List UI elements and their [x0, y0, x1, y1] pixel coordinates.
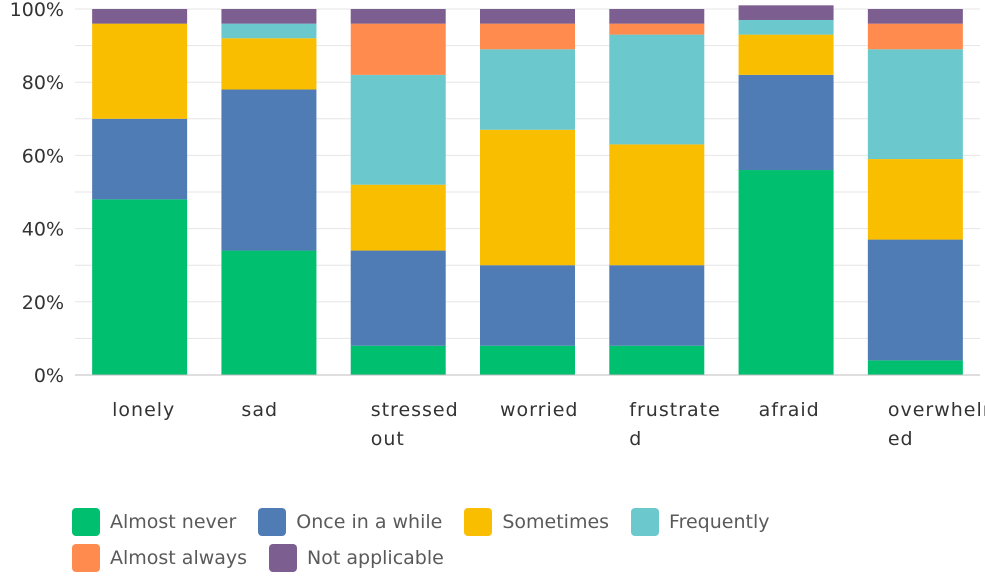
x-tick-label-overwhelmed: ed: [888, 428, 914, 450]
y-tick-label: 40%: [22, 219, 64, 241]
bar-segment-sad-frequently: [221, 23, 317, 39]
bar-segment-overwhelmed-almost-always: [867, 23, 963, 50]
x-tick-label-frustrated: frustrate: [629, 399, 721, 421]
bar-segment-worried-sometimes: [480, 129, 575, 266]
bar-segment-overwhelmed-once-in-a-while: [867, 239, 963, 361]
bar-segment-frustrated-sometimes: [609, 144, 705, 266]
legend-item-almost-never: Almost never: [72, 508, 236, 536]
x-tick-label-stressed-out: stressed: [371, 399, 459, 421]
y-tick-label: 80%: [22, 72, 64, 94]
x-tick-label-afraid: afraid: [759, 399, 820, 421]
legend-label-sometimes: Sometimes: [502, 511, 610, 533]
bar-segment-afraid-sometimes: [738, 34, 834, 75]
bar-segment-stressed-out-frequently: [350, 74, 446, 185]
bar-segment-stressed-out-not-applicable: [350, 9, 446, 24]
bar-segment-frustrated-once-in-a-while: [609, 265, 705, 346]
legend-swatch-not-applicable: [269, 544, 298, 572]
bar-segment-frustrated-not-applicable: [609, 9, 705, 24]
bar-segment-overwhelmed-almost-never: [867, 360, 963, 375]
legend-label-frequently: Frequently: [669, 511, 770, 533]
legend-label-almost-always: Almost always: [110, 547, 248, 569]
legend-item-almost-always: Almost always: [72, 544, 247, 572]
bar-segment-lonely-not-applicable: [92, 9, 188, 24]
bar-segment-stressed-out-once-in-a-while: [350, 250, 446, 346]
x-tick-label-frustrated: d: [629, 428, 642, 450]
bar-segment-frustrated-almost-never: [609, 345, 705, 375]
bar-segment-afraid-almost-never: [738, 170, 834, 375]
bar-segment-lonely-almost-never: [92, 199, 188, 375]
bar-segment-stressed-out-almost-always: [350, 23, 446, 75]
x-tick-label-stressed-out: out: [371, 428, 405, 450]
bar-segment-frustrated-frequently: [609, 34, 705, 145]
bar-segment-overwhelmed-sometimes: [867, 159, 963, 240]
y-tick-label: 60%: [22, 145, 64, 167]
bar-segment-overwhelmed-frequently: [867, 49, 963, 160]
legend-item-frequently: Frequently: [631, 508, 769, 536]
legend-label-almost-never: Almost never: [110, 511, 237, 533]
bar-segment-sad-once-in-a-while: [221, 89, 317, 251]
x-tick-label-sad: sad: [241, 399, 278, 421]
bar-segment-worried-almost-always: [480, 23, 575, 50]
y-tick-label: 100%: [10, 0, 64, 21]
bar-segment-worried-frequently: [480, 49, 575, 130]
legend-row-2: Almost always Not applicable: [72, 540, 952, 576]
bar-segment-sad-sometimes: [221, 38, 317, 90]
y-tick-label: 20%: [22, 292, 64, 314]
bar-segment-worried-once-in-a-while: [480, 265, 575, 346]
legend-swatch-almost-never: [72, 508, 100, 536]
legend-swatch-almost-always: [72, 544, 100, 572]
legend-row-1: Almost never Once in a while Sometimes F…: [72, 504, 952, 540]
bar-segment-overwhelmed-not-applicable: [867, 9, 963, 24]
bar-segment-sad-almost-never: [221, 250, 317, 375]
bar-segment-afraid-frequently: [738, 19, 834, 35]
legend-swatch-once-in-a-while: [258, 508, 287, 536]
x-tick-label-overwhelmed: overwhelm: [888, 399, 985, 421]
y-tick-label: 0%: [34, 365, 64, 387]
bar-segment-worried-almost-never: [480, 345, 575, 375]
bar-segment-afraid-once-in-a-while: [738, 74, 834, 171]
legend-item-sometimes: Sometimes: [464, 508, 609, 536]
bar-segment-stressed-out-sometimes: [350, 184, 446, 251]
chart-legend: Almost never Once in a while Sometimes F…: [72, 504, 952, 576]
legend-label-not-applicable: Not applicable: [307, 547, 444, 569]
bar-segment-frustrated-almost-always: [609, 23, 705, 35]
legend-item-once-in-a-while: Once in a while: [258, 508, 442, 536]
legend-swatch-sometimes: [464, 508, 493, 536]
x-tick-label-lonely: lonely: [112, 399, 175, 421]
bar-segment-stressed-out-almost-never: [350, 345, 446, 375]
legend-item-not-applicable: Not applicable: [269, 544, 444, 572]
legend-swatch-frequently: [631, 508, 660, 536]
bar-segment-lonely-once-in-a-while: [92, 118, 188, 200]
bar-segment-afraid-not-applicable: [738, 5, 834, 20]
x-tick-label-worried: worried: [500, 399, 578, 421]
bar-segment-worried-not-applicable: [480, 9, 575, 24]
bar-segment-sad-not-applicable: [221, 9, 317, 24]
bar-segment-lonely-sometimes: [92, 23, 188, 119]
legend-label-once-in-a-while: Once in a while: [296, 511, 443, 533]
stacked-bar-chart: 0% 20% 40% 60% 80% 100% lonely sad stressed out wo…: [10, 0, 985, 450]
